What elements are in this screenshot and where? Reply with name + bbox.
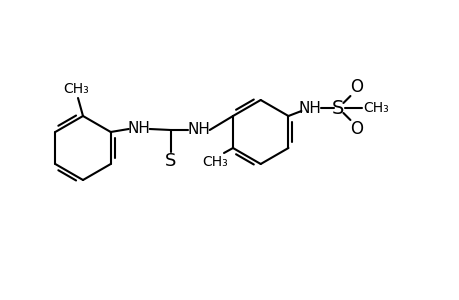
Text: S: S	[331, 98, 344, 118]
Text: CH₃: CH₃	[63, 82, 89, 96]
Text: NH: NH	[187, 122, 210, 136]
Text: NH: NH	[127, 121, 150, 136]
Text: S: S	[165, 152, 176, 170]
Text: O: O	[349, 78, 362, 96]
Text: CH₃: CH₃	[363, 101, 388, 115]
Text: CH₃: CH₃	[202, 155, 227, 169]
Text: NH: NH	[298, 100, 321, 116]
Text: O: O	[349, 120, 362, 138]
